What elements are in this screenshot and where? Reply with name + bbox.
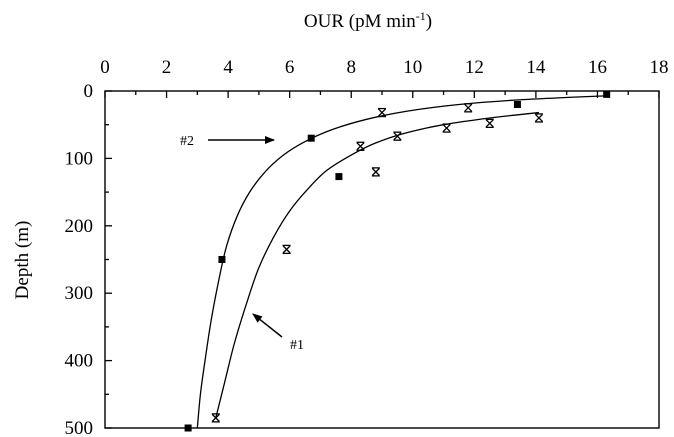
data-points <box>184 90 611 432</box>
x-axis-title-sup: -1 <box>416 9 426 23</box>
square-marker <box>513 100 521 108</box>
x-marker-stroke <box>378 108 386 117</box>
x-marker <box>442 123 451 133</box>
square-marker <box>603 90 611 98</box>
x-tick-label: 10 <box>403 57 422 78</box>
annotation-label-1: #1 <box>290 338 304 353</box>
x-marker <box>464 103 473 113</box>
x-marker-stroke <box>535 114 543 122</box>
fit-curve-series-1 <box>215 111 540 419</box>
x-marker <box>356 141 365 151</box>
fitted-curves <box>196 95 607 429</box>
x-tick-label: 16 <box>588 57 607 78</box>
y-tick-label: 300 <box>65 283 94 304</box>
x-tick-label: 14 <box>526 57 546 78</box>
x-tick-label: 8 <box>346 57 356 78</box>
x-marker <box>393 131 402 141</box>
x-marker-stroke <box>442 124 451 133</box>
x-marker <box>378 107 386 118</box>
square-marker <box>218 256 226 263</box>
axes: 0 2 4 6 8 10 12 14 16 18 0 100 200 300 400 500 <box>65 57 669 437</box>
annotation-label-2: #2 <box>180 134 194 149</box>
x-marker <box>534 113 543 123</box>
x-marker <box>485 118 494 129</box>
x-tick-label: 6 <box>285 57 295 78</box>
annotations: #2 #1 <box>180 134 304 353</box>
square-marker <box>335 173 343 181</box>
x-marker-stroke <box>282 245 291 254</box>
x-tick-label: 12 <box>465 57 484 78</box>
y-axis-title: Depth (m) <box>12 221 33 300</box>
fit-curve-series-2 <box>196 95 607 429</box>
x-tick-label: 2 <box>162 57 172 78</box>
square-marker <box>307 134 315 142</box>
y-tick-label: 400 <box>65 351 94 372</box>
square-marker <box>184 424 192 432</box>
x-marker <box>282 244 291 255</box>
x-tick-label: 4 <box>223 57 233 78</box>
x-axis-title-main: OUR (pM min <box>304 11 416 32</box>
x-axis-title-close: ) <box>426 11 432 32</box>
x-tick-label: 18 <box>650 57 669 78</box>
x-marker-stroke <box>371 167 380 176</box>
x-marker-stroke <box>356 142 365 151</box>
x-tick-label: 0 <box>100 57 110 78</box>
y-tick-label: 500 <box>65 418 94 437</box>
y-tick-label: 100 <box>65 148 94 169</box>
y-tick-label: 0 <box>84 81 94 102</box>
x-marker <box>371 167 380 177</box>
x-marker-stroke <box>393 132 402 141</box>
x-axis-title: OUR (pM min-1) <box>304 9 432 32</box>
x-marker-stroke <box>464 103 473 112</box>
x-marker-stroke <box>485 119 494 128</box>
annotation-arrow-1 <box>252 313 283 338</box>
x-marker <box>211 413 220 423</box>
y-tick-label: 200 <box>65 216 94 237</box>
x-marker-stroke <box>211 413 220 422</box>
